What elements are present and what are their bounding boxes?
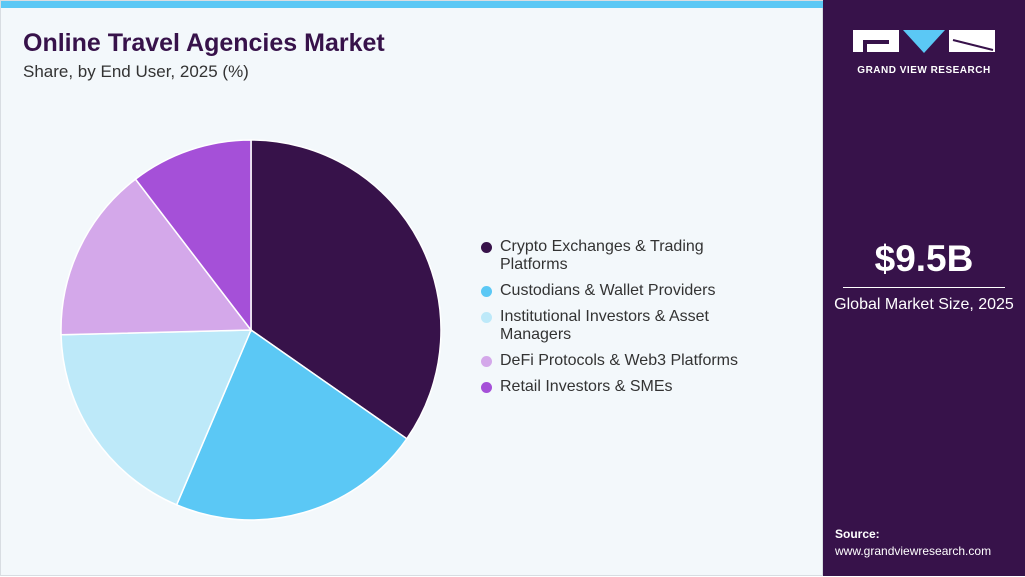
source-link[interactable]: www.grandviewresearch.com: [835, 544, 992, 558]
chart-title: Online Travel Agencies Market: [23, 29, 385, 57]
pie-slice: [60, 329, 253, 506]
legend-marker: [481, 312, 492, 323]
gvr-logo: GRAND VIEW RESEARCH: [853, 28, 995, 76]
legend: Crypto Exchanges & Trading Platforms Cust…: [481, 238, 761, 404]
market-size-value: $9.5B: [874, 238, 974, 279]
pie-chart: [60, 139, 442, 521]
legend-item: DeFi Protocols & Web3 Platforms: [481, 352, 761, 370]
pie-slice: [60, 178, 253, 336]
legend-marker: [481, 382, 492, 393]
legend-marker: [481, 286, 492, 297]
source-label: Source:: [835, 527, 880, 541]
sidebar: GRAND VIEW RESEARCH $9.5B Global Market …: [823, 0, 1025, 576]
legend-item: Custodians & Wallet Providers: [481, 282, 761, 300]
legend-label: Retail Investors & SMEs: [500, 378, 673, 395]
legend-label: Institutional Investors & Asset Managers: [500, 308, 709, 343]
source: Source: www.grandviewresearch.com: [835, 526, 991, 560]
legend-item: Institutional Investors & Asset Managers: [481, 308, 761, 344]
chart-panel: Online Travel Agencies Market Share, by …: [0, 0, 824, 576]
logo-icon: [853, 30, 995, 53]
divider: [843, 287, 1005, 288]
legend-label: DeFi Protocols & Web3 Platforms: [500, 352, 739, 369]
legend-label: Crypto Exchanges & Trading Platforms: [500, 238, 704, 273]
top-accent-bar: [1, 1, 824, 8]
market-size-label: Global Market Size, 2025: [834, 296, 1014, 313]
legend-item: Retail Investors & SMEs: [481, 378, 761, 396]
legend-marker: [481, 356, 492, 367]
legend-marker: [481, 242, 492, 253]
logo-text: GRAND VIEW RESEARCH: [857, 65, 991, 76]
legend-label: Custodians & Wallet Providers: [500, 282, 716, 299]
legend-item: Crypto Exchanges & Trading Platforms: [481, 238, 761, 274]
pie-slice: [250, 139, 442, 440]
chart-subtitle: Share, by End User, 2025 (%): [23, 62, 249, 81]
pie-slice: [175, 328, 408, 521]
pie-slice: [134, 139, 252, 333]
